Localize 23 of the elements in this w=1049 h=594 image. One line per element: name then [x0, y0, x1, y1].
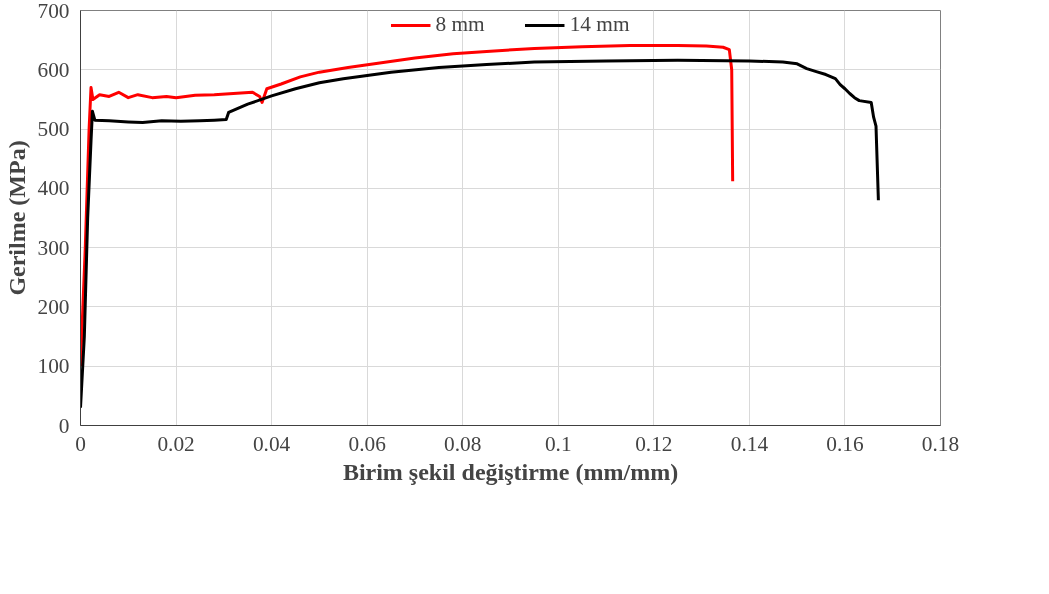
- x-tick-label: 0.1: [544, 431, 572, 456]
- x-axis-title: Birim şekil değiştirme (mm/mm): [342, 458, 679, 485]
- x-tick-label: 0.08: [444, 431, 482, 456]
- legend-label: 8 mm: [435, 12, 485, 37]
- y-tick-label: 200: [37, 294, 70, 319]
- y-tick-label: 0: [58, 413, 70, 438]
- x-tick-label: 0: [75, 431, 86, 456]
- y-tick-label: 300: [37, 235, 70, 260]
- y-axis-title: Gerilme (MPa): [3, 140, 30, 296]
- line-series: [80, 58, 880, 410]
- x-tick-label: 0.16: [826, 431, 864, 456]
- y-tick-label: 700: [37, 0, 70, 23]
- x-tick-label: 0.14: [730, 431, 769, 456]
- y-tick-label: 500: [37, 117, 70, 142]
- x-tick-label: 0.18: [921, 431, 960, 456]
- y-tick-label: 600: [37, 57, 70, 82]
- x-tick-label: 0.06: [348, 431, 387, 456]
- legend-label: 14 mm: [569, 12, 630, 37]
- y-tick-label: 400: [37, 176, 70, 201]
- x-tick-label: 0.12: [635, 431, 673, 456]
- y-tick-label: 100: [37, 354, 70, 379]
- x-tick-label: 0.02: [157, 431, 195, 456]
- x-tick-label: 0.04: [252, 431, 291, 456]
